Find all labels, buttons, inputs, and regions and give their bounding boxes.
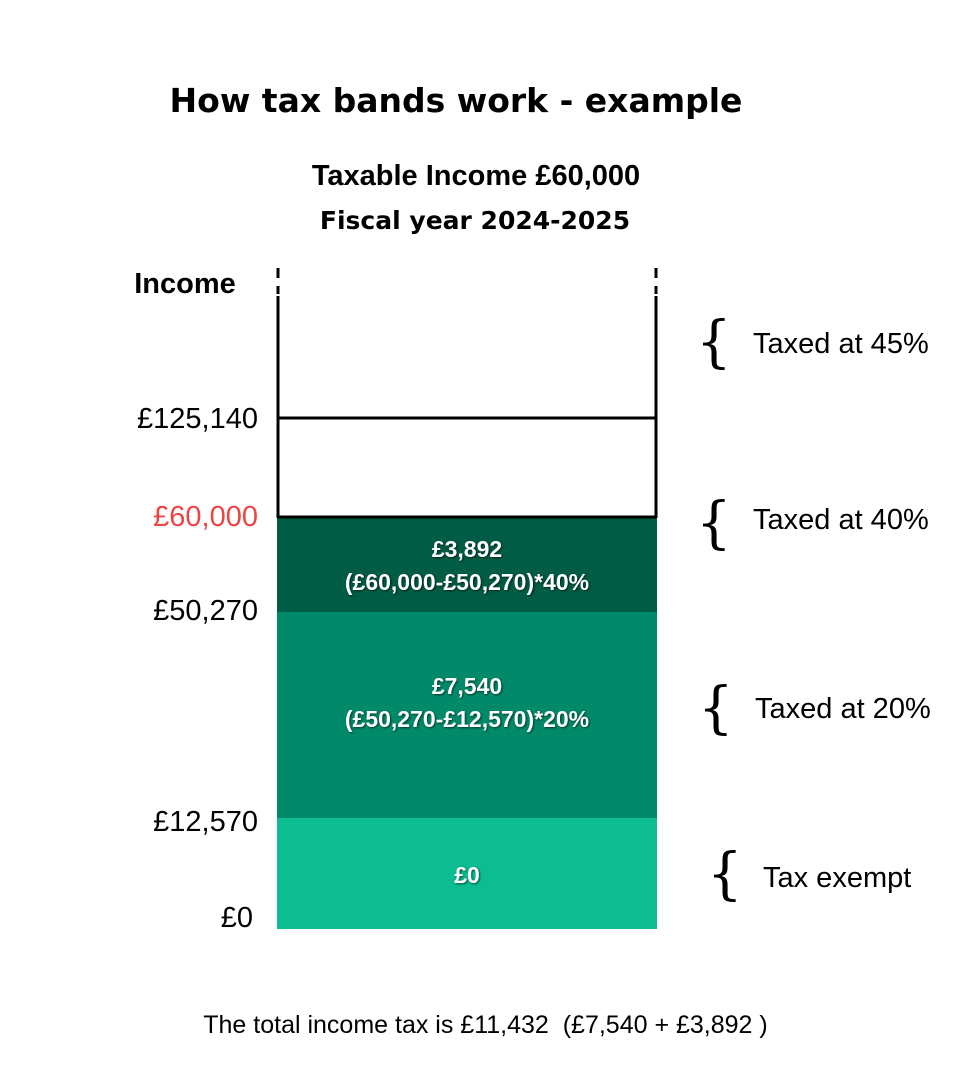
brace-band-20: { <box>698 676 734 741</box>
tick-label-50270: £50,270 <box>153 595 258 627</box>
income-axis-label: Income <box>134 268 236 300</box>
band-0-filled <box>277 818 657 929</box>
band-40-amount: £3,892 <box>431 536 503 562</box>
tick-label-125140: £125,140 <box>137 403 258 435</box>
rate-label-45: Taxed at 45% <box>753 328 929 360</box>
band-40-filled <box>277 517 657 612</box>
brace-band-45: { <box>696 310 732 375</box>
tick-label-12570: £12,570 <box>153 806 258 838</box>
band-20-amount: £7,540 <box>431 673 503 699</box>
band-0-amount: £0 <box>454 862 480 888</box>
tick-label-60000: £60,000 <box>153 501 258 533</box>
brace-band-exempt: { <box>707 842 743 907</box>
fiscal-year-label: Fiscal year 2024-2025 <box>319 206 631 235</box>
rate-label-20: Taxed at 20% <box>755 693 931 725</box>
brace-band-40: { <box>696 491 732 556</box>
diagram-title: How tax bands work - example <box>169 81 743 120</box>
rate-label-exempt: Tax exempt <box>763 862 912 894</box>
band-40-formula: (£60,000-£50,270)*40% <box>344 569 590 595</box>
taxable-income-subtitle: Taxable Income £60,000 <box>311 160 641 192</box>
band-20-formula: (£50,270-£12,570)*20% <box>344 706 590 732</box>
band-20-filled <box>277 612 657 818</box>
total-tax-footer: The total income tax is £11,432 (£7,540 … <box>203 1011 768 1039</box>
rate-label-40: Taxed at 40% <box>753 504 929 536</box>
tick-label-0: £0 <box>220 902 253 934</box>
